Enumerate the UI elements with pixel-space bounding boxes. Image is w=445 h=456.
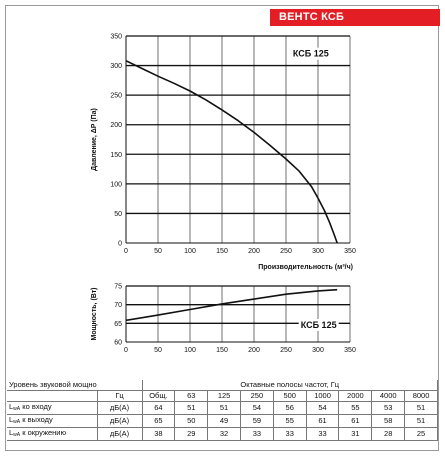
table-cell: 33 [239, 427, 274, 441]
table-title-spacer [97, 380, 143, 391]
table-title: Уровень звуковой мощности [7, 380, 97, 391]
brand-bar [270, 9, 440, 26]
table-cell: 64 [141, 401, 176, 415]
table-cell: 25 [404, 427, 438, 441]
table-cell: 65 [141, 414, 176, 428]
freq-header: 1000 [305, 390, 340, 402]
row-unit: дБ(A) [96, 401, 143, 415]
octave-title: Октавные полосы частот, Гц [141, 380, 438, 391]
freq-header: 8000 [404, 390, 438, 402]
table-cell: 33 [305, 427, 340, 441]
freq-header: 250 [239, 390, 274, 402]
x-tick-label: 0 [124, 347, 128, 354]
sound-power-table: Уровень звуковой мощности Октавные полос… [7, 380, 438, 441]
table-row: LwA к окружению дБ(A) 38 29 32 33 33 33 … [7, 427, 438, 441]
table-cell: 50 [174, 414, 209, 428]
table-cell: 28 [371, 427, 406, 441]
pressure-chart: 0 50 100 150 200 250 300 350 0 50 100 150 200 250 300 3… [91, 34, 356, 272]
x-tick-label: 300 [312, 248, 324, 255]
table-cell: 38 [141, 427, 176, 441]
y-tick-label: 60 [114, 340, 122, 347]
y-tick-label: 100 [110, 181, 122, 188]
table-cell: 51 [207, 401, 241, 415]
y-tick-label: 75 [114, 284, 122, 291]
x-tick-label: 250 [280, 248, 292, 255]
x-tick-label: 50 [154, 347, 162, 354]
x-tick-label: 350 [344, 248, 356, 255]
y-axis-label: Мощность, (Вт) [91, 288, 98, 341]
freq-header: 4000 [371, 390, 406, 402]
x-tick-label: 150 [216, 248, 228, 255]
y-tick-label: 250 [110, 93, 122, 100]
table-cell: 29 [174, 427, 209, 441]
y-tick-label: 50 [114, 211, 122, 218]
y-tick-label: 350 [110, 34, 122, 41]
table-cell: 58 [371, 414, 406, 428]
y-tick-label: 300 [110, 63, 122, 70]
performance-charts: 0 50 100 150 200 250 300 350 0 50 100 150 200 250 300 3… [91, 34, 356, 355]
x-tick-label: 150 [216, 347, 228, 354]
x-tick-label: 350 [344, 347, 356, 354]
curve-label: КСБ 125 [301, 320, 337, 330]
row-label: LwA к окружению [7, 427, 98, 441]
freq-header: 125 [207, 390, 241, 402]
x-tick-label: 50 [154, 248, 162, 255]
table-cell: 55 [272, 414, 307, 428]
table-cell: 61 [305, 414, 340, 428]
brand-title: ВЕНТС КСБ [279, 11, 345, 23]
table-cell: 55 [338, 401, 373, 415]
x-tick-label: 200 [248, 248, 260, 255]
row-label: LwA ко входу [7, 401, 98, 415]
x-tick-label: 0 [124, 248, 128, 255]
table-cell: 56 [272, 401, 307, 415]
table-cell: 51 [404, 414, 438, 428]
power-chart: 60 65 70 75 0 50 100 150 200 250 300 350 КСБ 125 Мощн… [91, 284, 356, 355]
y-tick-label: 150 [110, 152, 122, 159]
curve-line [125, 288, 338, 322]
y-tick-label: 65 [114, 321, 122, 328]
row-label: LwA к выходу [7, 414, 98, 428]
x-tick-label: 100 [184, 248, 196, 255]
x-tick-label: 100 [184, 347, 196, 354]
freq-header: 2000 [338, 390, 373, 402]
y-tick-label: 200 [110, 122, 122, 129]
freq-header: 500 [272, 390, 307, 402]
row-unit: дБ(A) [96, 427, 143, 441]
table-cell: 51 [404, 401, 438, 415]
table-cell: 54 [305, 401, 340, 415]
table-cell: 31 [338, 427, 373, 441]
freq-header: Общ. [141, 390, 176, 402]
table-cell: 61 [338, 414, 373, 428]
table-cell: 32 [207, 427, 241, 441]
table-row: LwA к выходу дБ(A) 65 50 49 59 55 61 61 … [7, 414, 438, 428]
table-cell: 49 [207, 414, 241, 428]
table-cell: 33 [272, 427, 307, 441]
page-frame [5, 5, 439, 451]
y-tick-label: 70 [114, 302, 122, 309]
unit-hz: Гц [96, 390, 143, 402]
curve-label: КСБ 125 [293, 49, 329, 59]
table-cell: 53 [371, 401, 406, 415]
row-unit: дБ(A) [96, 414, 143, 428]
freq-header: 63 [174, 390, 209, 402]
x-axis-label: Производительность (м³/ч) [258, 264, 353, 271]
table-row: LwA ко входу дБ(A) 64 51 51 54 56 54 55 … [7, 401, 438, 415]
x-tick-label: 200 [248, 347, 260, 354]
y-tick-label: 0 [118, 241, 122, 248]
label-spacer [7, 390, 98, 402]
curve-line [125, 60, 338, 244]
curve-label-bg [298, 319, 339, 331]
x-tick-label: 250 [280, 347, 292, 354]
table-cell: 54 [239, 401, 274, 415]
x-tick-label: 300 [312, 347, 324, 354]
table-cell: 51 [174, 401, 209, 415]
table-cell: 59 [239, 414, 274, 428]
y-axis-label: Давление, ΔP (Па) [91, 108, 98, 171]
curve-label-bg [290, 47, 331, 60]
